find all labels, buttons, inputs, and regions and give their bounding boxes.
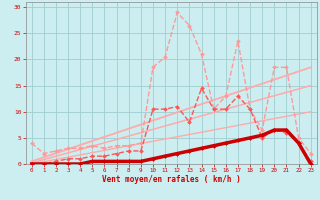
X-axis label: Vent moyen/en rafales ( km/h ): Vent moyen/en rafales ( km/h ) [102, 175, 241, 184]
